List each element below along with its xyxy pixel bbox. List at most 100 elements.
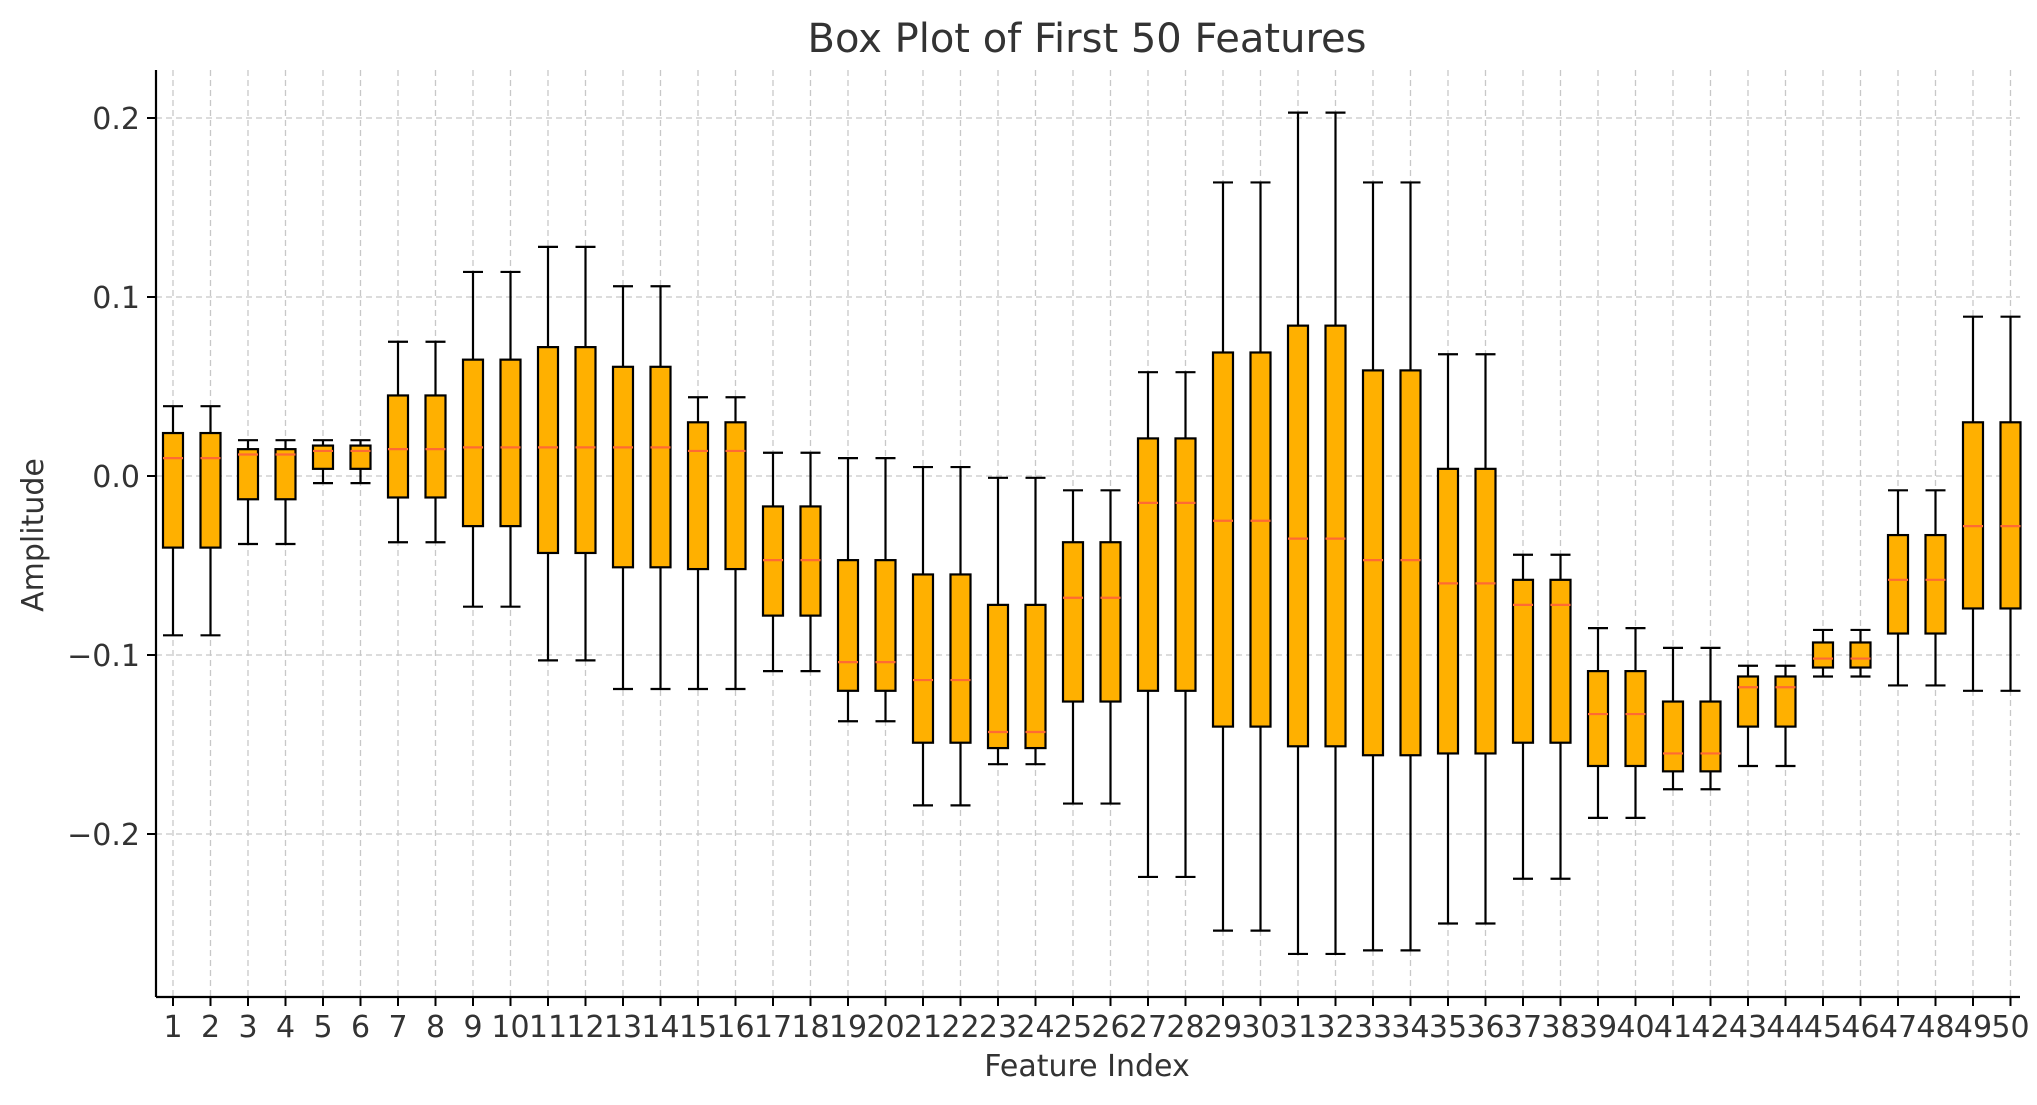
x-tick-label: 33 bbox=[1354, 1010, 1392, 1045]
x-tick-label: 10 bbox=[491, 1010, 529, 1045]
box-42 bbox=[1699, 700, 1722, 773]
box-34 bbox=[1399, 369, 1422, 757]
x-tick-label: 11 bbox=[529, 1010, 567, 1045]
tick-layer: 0.20.10.0−0.1−0.21 2 3 4 5 6 7 8 9 10 11 12 13 14 15 16… bbox=[67, 102, 2029, 1045]
x-tick-label: 43 bbox=[1729, 1010, 1767, 1045]
axis-layer bbox=[154, 70, 2020, 999]
x-tick-label: 27 bbox=[1129, 1010, 1167, 1045]
box-3 bbox=[236, 448, 260, 501]
box-12 bbox=[574, 346, 597, 555]
x-tick-label: 50 bbox=[1991, 1010, 2029, 1045]
x-tick-label: 48 bbox=[1916, 1010, 1954, 1045]
x-tick-label: 16 bbox=[716, 1010, 754, 1045]
x-tick-label: 42 bbox=[1691, 1010, 1729, 1045]
x-tick-label: 40 bbox=[1616, 1010, 1654, 1045]
x-tick-label: 20 bbox=[866, 1010, 904, 1045]
box-48 bbox=[1924, 533, 1947, 635]
box-50 bbox=[1999, 421, 2022, 610]
box-35 bbox=[1436, 467, 1460, 755]
x-tick-label: 24 bbox=[1016, 1010, 1054, 1045]
box-39 bbox=[1586, 670, 1610, 768]
box-49 bbox=[1961, 421, 1985, 610]
x-axis-label: Feature Index bbox=[984, 1049, 1190, 1084]
x-tick-label: 47 bbox=[1879, 1010, 1917, 1045]
x-tick-label: 15 bbox=[679, 1010, 717, 1045]
x-tick-label: 29 bbox=[1204, 1010, 1242, 1045]
x-tick-label: 7 bbox=[388, 1010, 407, 1045]
x-tick-label: 21 bbox=[904, 1010, 942, 1045]
y-tick-label: 0.1 bbox=[92, 281, 140, 316]
x-tick-label: 23 bbox=[979, 1010, 1017, 1045]
x-tick-label: 17 bbox=[754, 1010, 792, 1045]
box-5 bbox=[311, 444, 335, 470]
box-32 bbox=[1324, 324, 1347, 748]
box-43 bbox=[1736, 675, 1760, 728]
x-tick-label: 44 bbox=[1766, 1010, 1804, 1045]
x-tick-label: 8 bbox=[426, 1010, 445, 1045]
x-tick-label: 5 bbox=[313, 1010, 332, 1045]
box-41 bbox=[1661, 700, 1685, 773]
x-tick-label: 14 bbox=[641, 1010, 679, 1045]
box-31 bbox=[1286, 324, 1310, 748]
x-tick-label: 41 bbox=[1654, 1010, 1692, 1045]
x-tick-label: 26 bbox=[1091, 1010, 1129, 1045]
box-11 bbox=[536, 346, 560, 555]
x-tick-label: 22 bbox=[941, 1010, 979, 1045]
x-tick-label: 35 bbox=[1429, 1010, 1467, 1045]
box-29 bbox=[1211, 351, 1235, 728]
x-tick-label: 37 bbox=[1504, 1010, 1542, 1045]
box-layer bbox=[161, 111, 2022, 956]
box-46 bbox=[1849, 641, 1872, 669]
box-44 bbox=[1774, 675, 1797, 728]
box-16 bbox=[724, 421, 747, 571]
box-47 bbox=[1886, 533, 1910, 635]
box-36 bbox=[1474, 467, 1497, 755]
x-tick-label: 6 bbox=[351, 1010, 370, 1045]
box-10 bbox=[499, 358, 522, 528]
x-tick-label: 25 bbox=[1054, 1010, 1092, 1045]
box-26 bbox=[1099, 541, 1122, 703]
x-tick-label: 36 bbox=[1466, 1010, 1504, 1045]
x-tick-label: 9 bbox=[463, 1010, 482, 1045]
x-tick-label: 2 bbox=[201, 1010, 220, 1045]
x-tick-label: 4 bbox=[276, 1010, 295, 1045]
box-21 bbox=[911, 573, 935, 744]
y-tick-label: 0.2 bbox=[92, 102, 140, 137]
y-tick-label: −0.2 bbox=[67, 818, 140, 853]
box-9 bbox=[461, 358, 485, 528]
box-30 bbox=[1249, 351, 1272, 728]
x-tick-label: 30 bbox=[1241, 1010, 1279, 1045]
x-tick-label: 49 bbox=[1954, 1010, 1992, 1045]
x-tick-label: 12 bbox=[566, 1010, 604, 1045]
box-2 bbox=[199, 431, 222, 549]
box-7 bbox=[386, 394, 410, 499]
x-tick-label: 19 bbox=[829, 1010, 867, 1045]
box-4 bbox=[274, 448, 297, 501]
box-33 bbox=[1361, 369, 1385, 757]
box-20 bbox=[874, 559, 897, 692]
box-13 bbox=[611, 365, 635, 569]
box-45 bbox=[1811, 641, 1835, 669]
box-8 bbox=[424, 394, 447, 499]
box-25 bbox=[1061, 541, 1085, 703]
x-tick-label: 39 bbox=[1579, 1010, 1617, 1045]
box-23 bbox=[986, 603, 1010, 750]
x-tick-label: 34 bbox=[1391, 1010, 1429, 1045]
box-37 bbox=[1511, 578, 1535, 744]
x-tick-label: 1 bbox=[163, 1010, 182, 1045]
box-15 bbox=[686, 421, 710, 571]
y-axis-label: Amplitude bbox=[16, 458, 51, 612]
x-tick-label: 13 bbox=[604, 1010, 642, 1045]
box-28 bbox=[1174, 437, 1197, 692]
x-tick-label: 45 bbox=[1804, 1010, 1842, 1045]
box-38 bbox=[1549, 578, 1572, 744]
y-tick-label: 0.0 bbox=[92, 460, 140, 495]
box-14 bbox=[649, 365, 672, 569]
x-tick-label: 18 bbox=[791, 1010, 829, 1045]
box-1 bbox=[161, 431, 185, 549]
box-24 bbox=[1024, 603, 1047, 750]
x-tick-label: 3 bbox=[238, 1010, 257, 1045]
chart-title: Box Plot of First 50 Features bbox=[808, 16, 1367, 62]
box-19 bbox=[836, 559, 860, 692]
